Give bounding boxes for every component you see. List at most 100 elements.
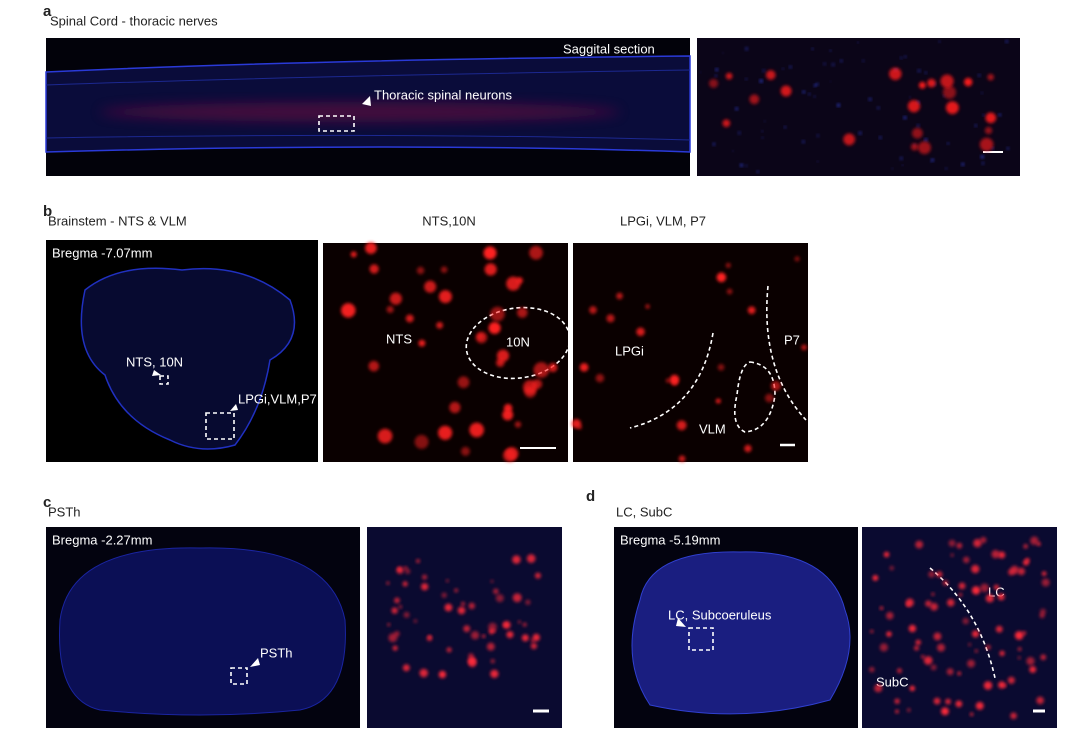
cell: [595, 373, 605, 383]
cell: [918, 141, 931, 155]
cell: [840, 59, 843, 63]
cell: [1017, 647, 1022, 651]
cell: [938, 40, 941, 43]
cell: [392, 645, 398, 651]
cell: [985, 644, 991, 650]
cell: [963, 556, 970, 564]
cell: [886, 631, 892, 637]
region-label: LC, Subcoeruleus: [668, 607, 772, 622]
cell: [525, 599, 531, 605]
cell: [895, 709, 899, 714]
cell: [1039, 612, 1045, 619]
cell: [387, 623, 391, 627]
roi-label: NTS, 10N: [126, 354, 183, 369]
cell: [900, 56, 903, 59]
cell: [957, 671, 962, 676]
cell: [885, 611, 894, 620]
cord-edge: [45, 69, 691, 141]
cell: [420, 583, 429, 591]
region-label: LPGi: [615, 343, 644, 358]
cell: [918, 81, 926, 89]
cell: [533, 362, 550, 378]
cell: [872, 575, 879, 581]
cell: [461, 601, 465, 606]
roi-box: [688, 627, 714, 651]
cell: [529, 245, 543, 260]
cell: [784, 126, 787, 129]
cell: [971, 586, 981, 595]
cell: [899, 157, 903, 160]
cell: [945, 101, 959, 115]
cell: [744, 444, 752, 453]
cell: [869, 666, 875, 673]
cell: [436, 321, 444, 329]
cell: [398, 605, 403, 609]
cell: [928, 570, 935, 578]
cell: [446, 647, 452, 653]
cell: [987, 73, 995, 81]
cell: [490, 659, 495, 664]
cell: [490, 306, 505, 322]
cell: [530, 642, 538, 650]
cell: [678, 455, 686, 463]
cell: [897, 668, 902, 674]
cell: [377, 428, 393, 444]
cell: [725, 262, 731, 268]
cell: [991, 549, 1000, 559]
region-label: P7: [784, 332, 800, 347]
zoom-title: NTS,10N: [422, 213, 475, 228]
cell: [967, 659, 976, 668]
cell: [517, 620, 521, 624]
cell: [1005, 40, 1008, 43]
cell: [762, 69, 766, 73]
cell: [931, 592, 935, 596]
arrowhead: [152, 370, 161, 376]
roi-box: [318, 115, 355, 132]
cell: [1036, 542, 1041, 546]
brain-section: [631, 551, 851, 715]
cell: [669, 374, 680, 385]
cell: [829, 49, 832, 52]
cell: [722, 119, 731, 128]
cell: [913, 645, 920, 651]
cell: [794, 256, 800, 262]
cell: [726, 288, 733, 295]
cell: [413, 619, 418, 623]
cell: [645, 304, 650, 309]
arrowhead: [250, 658, 260, 667]
cell: [947, 142, 950, 145]
cell: [403, 566, 408, 570]
cell: [870, 629, 874, 634]
cell: [927, 78, 936, 88]
cell: [708, 78, 719, 89]
cell: [923, 656, 933, 665]
cell: [365, 242, 377, 255]
cell: [998, 551, 1006, 559]
cell: [386, 305, 394, 314]
cell: [457, 376, 470, 389]
cell: [397, 567, 401, 571]
cell: [802, 90, 806, 94]
cell: [416, 266, 425, 275]
region-outline: [465, 306, 571, 380]
cell: [490, 669, 499, 679]
cell: [917, 69, 921, 73]
cell: [403, 611, 410, 618]
cell: [438, 425, 453, 440]
cell: [971, 564, 980, 574]
cell: [427, 635, 432, 640]
cell: [808, 93, 811, 96]
panel-title: Spinal Cord - thoracic nerves: [50, 13, 218, 28]
cell: [770, 381, 781, 391]
cell: [460, 446, 471, 456]
cell: [764, 393, 774, 403]
cell: [665, 378, 671, 383]
cell: [522, 622, 527, 627]
cell: [1041, 578, 1050, 587]
brainstem: [80, 267, 296, 450]
cell-layer: [341, 40, 1050, 720]
cell: [829, 80, 832, 82]
cell: [924, 71, 927, 74]
cell: [419, 668, 429, 678]
cell: [616, 292, 623, 300]
